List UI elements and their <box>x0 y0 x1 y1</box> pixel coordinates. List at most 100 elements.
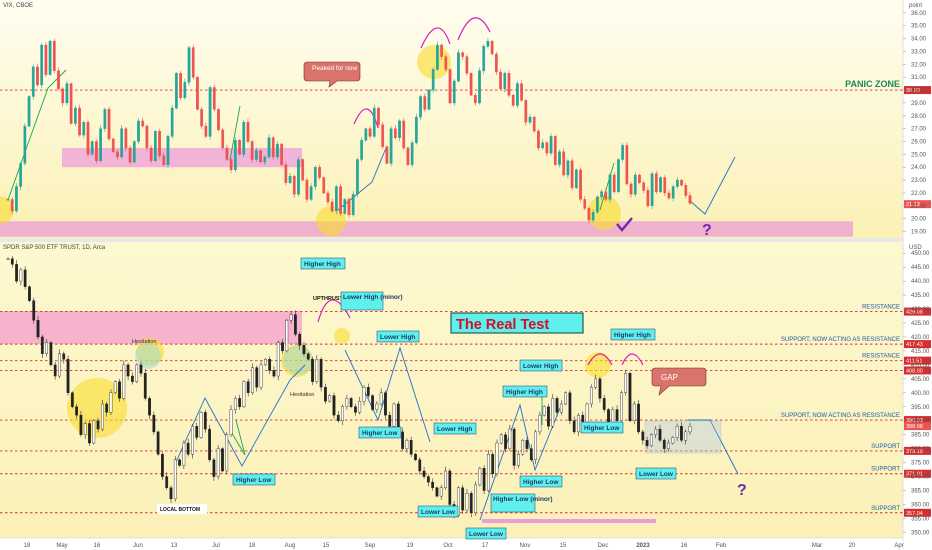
spy-question-mark: ? <box>737 482 747 499</box>
vix-candle-body <box>111 138 115 153</box>
vix-candle-body <box>187 47 191 83</box>
label-higher-low-minor[interactable]: Higher Low (minor) <box>490 493 553 513</box>
label-higher-high-3[interactable]: Higher High <box>610 328 656 341</box>
spy-candle-body <box>113 381 117 393</box>
spy-candle-body <box>109 392 113 413</box>
spy-candle-body <box>474 484 477 514</box>
spy-blue-projection <box>688 419 739 475</box>
label-lower-low-3[interactable]: Lower Low <box>635 467 677 480</box>
vix-candle-body <box>385 146 389 164</box>
label-hesitation-2[interactable]: Hesitation <box>290 392 314 398</box>
spy-candle-body <box>345 398 349 407</box>
annotation-peaked-text: Peaked for now <box>312 65 357 72</box>
label-higher-low-3[interactable]: Higher Low <box>519 475 563 488</box>
pane-separator[interactable] <box>0 238 932 242</box>
vix-ytick-label: 25.00 <box>911 152 927 158</box>
annotation-peaked[interactable]: Peaked for now <box>303 61 361 88</box>
spy-candle-body <box>242 381 246 407</box>
spy-level-price-tag <box>904 340 931 349</box>
vix-ytick-label: 23.00 <box>911 178 927 184</box>
label-lower-low-2[interactable]: Lower Low <box>465 527 507 540</box>
spy-ytick-label: 375.00 <box>911 461 930 467</box>
time-axis-bg[interactable] <box>0 538 903 550</box>
vix-candle-body <box>423 96 427 110</box>
label-lower-high-3[interactable]: Lower High <box>519 359 563 372</box>
spy-candle-body <box>439 487 443 497</box>
vix-unit-label: point <box>909 3 922 9</box>
spy-candle-body <box>233 398 237 410</box>
label-higher-low-2[interactable]: Higher Low <box>358 426 402 439</box>
label-local-bottom[interactable]: LOCAL BOTTOM <box>157 504 207 514</box>
vix-candle-body <box>507 73 511 96</box>
spy-candle-body <box>92 420 96 444</box>
vix-candle-body <box>503 73 507 89</box>
spy-candle-body <box>384 392 387 416</box>
spy-candle-body <box>684 431 688 441</box>
x-axis-label: 17 <box>482 543 489 549</box>
spy-candle-body <box>298 333 302 346</box>
vix-ytick-label: 34.00 <box>911 37 927 43</box>
spy-candle-body <box>100 403 104 430</box>
vix-candle-body <box>629 183 633 195</box>
vix-arc <box>457 17 491 41</box>
vix-candle-body <box>372 107 376 137</box>
annotation-gap-text: GAP <box>661 373 678 382</box>
vix-candle-body <box>528 116 532 123</box>
vix-candle-body <box>233 140 237 171</box>
spy-level-price-tag <box>904 416 931 425</box>
vix-candle-body <box>499 71 502 89</box>
spy-candle-body <box>246 381 250 393</box>
vix-candle-body <box>19 163 22 187</box>
x-axis-label: Jul <box>212 543 220 549</box>
vix-candle-body <box>494 53 498 73</box>
vix-candle-body <box>608 174 612 200</box>
label-lower-low-3-text: Lower Low <box>639 471 674 478</box>
spy-candle-body <box>263 359 267 366</box>
spy-candle-body <box>221 448 224 472</box>
spy-candle-body <box>607 409 610 424</box>
vix-ytick-label: 28.00 <box>911 114 927 120</box>
vix-candle-body <box>292 176 296 195</box>
spy-ytick-label: 350.00 <box>911 530 930 536</box>
vix-candle-body <box>137 120 140 142</box>
spy-candle-body <box>96 420 100 430</box>
vix-candle-body <box>124 128 128 149</box>
spy-candle-body <box>70 392 74 407</box>
vix-candle-body <box>482 46 486 71</box>
vix-candle-body <box>90 141 94 155</box>
vix-arc <box>353 108 379 129</box>
vix-ytick-label: 24.00 <box>911 165 927 171</box>
label-hesitation-1[interactable]: Hesitation <box>132 339 156 345</box>
label-higher-high-2[interactable]: Higher High <box>502 385 548 398</box>
label-lower-low-1[interactable]: Lower Low <box>417 505 459 518</box>
spy-candle-body <box>281 342 284 352</box>
label-lower-high-1[interactable]: Lower High <box>376 330 420 343</box>
price-scale-bg[interactable] <box>903 0 932 550</box>
label-lower-high-2[interactable]: Lower High <box>433 422 477 435</box>
vix-candle-body <box>377 107 380 125</box>
vix-candle-body <box>179 73 182 98</box>
annotation-real-test[interactable]: The Real Test <box>450 312 584 334</box>
annotation-gap[interactable]: GAP <box>651 367 707 396</box>
vix-candle-body <box>259 150 262 163</box>
spy-candle-body <box>315 359 319 382</box>
label-higher-low-1[interactable]: Higher Low <box>232 473 276 486</box>
vix-candle-body <box>225 147 229 160</box>
vix-candle-body <box>579 169 582 200</box>
label-lower-high-minor[interactable]: Lower High (minor) <box>340 291 403 311</box>
label-higher-low-4[interactable]: Higher Low <box>580 421 624 434</box>
x-axis-label: Mar <box>812 543 822 549</box>
vix-candle-body <box>663 177 667 194</box>
x-axis-label: 2023 <box>636 543 650 549</box>
label-higher-low-3-text: Higher Low <box>523 479 559 486</box>
spy-candle-body <box>542 406 546 416</box>
spy-candle-body <box>632 403 636 421</box>
label-higher-high-1[interactable]: Higher High <box>300 257 346 270</box>
spy-candle-body <box>186 442 190 455</box>
vix-candle-body <box>436 44 439 70</box>
spy-candle-body <box>654 428 658 435</box>
spy-candle-body <box>75 406 79 416</box>
vix-level-price-tag <box>904 86 931 95</box>
spy-candle-body <box>324 387 327 402</box>
